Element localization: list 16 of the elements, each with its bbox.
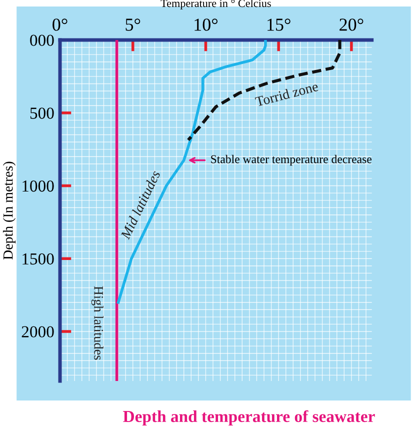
y-tick-label: 1000 (22, 180, 54, 192)
text: High latitudes (91, 286, 104, 360)
x-tick-label: 5° (126, 18, 140, 31)
y-axis-title: Depth (In metres) (2, 162, 16, 260)
x-tick-label: 15° (268, 18, 290, 31)
x-tick-label: 10° (194, 18, 218, 31)
y-tick-label: 000 (30, 34, 54, 46)
annotation: Stable water temperature decrease (211, 154, 372, 166)
x-tick-label: 20° (340, 18, 364, 31)
text: Torrid zone (254, 81, 319, 107)
x-tick-label: 0° (52, 18, 68, 31)
text: Depth and temperature of seawater (123, 410, 375, 426)
line-series (186, 40, 342, 142)
y-tick-label: 1500 (22, 253, 54, 265)
y-tick-label: 2000 (22, 326, 54, 338)
y-tick-label: 500 (30, 108, 54, 119)
